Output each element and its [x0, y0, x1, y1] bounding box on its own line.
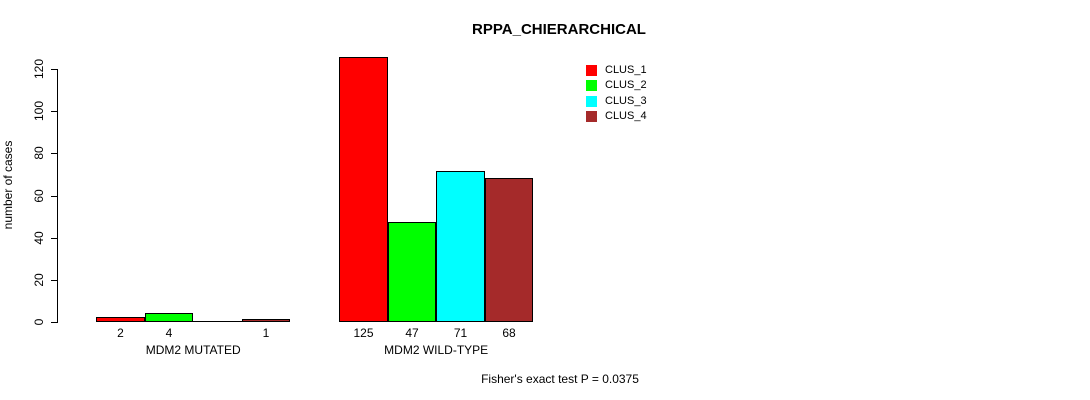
legend-label: CLUS_2 [605, 79, 647, 91]
y-tick-label: 120 [32, 58, 46, 80]
y-tick-mark [51, 153, 57, 154]
y-tick-mark [51, 196, 57, 197]
bar-value-label: 1 [262, 326, 270, 340]
bar-value-label: 4 [165, 326, 173, 340]
bar [96, 317, 145, 322]
y-axis-label: number of cases [1, 140, 15, 230]
legend-item: CLUS_1 [586, 64, 647, 76]
legend-item: CLUS_2 [586, 79, 647, 91]
y-tick-mark [51, 238, 57, 239]
footer-stat-text: Fisher's exact test P = 0.0375 [481, 372, 639, 386]
legend-swatch-clus_1 [586, 64, 597, 76]
bar-value-label: 125 [353, 326, 374, 340]
bar [388, 222, 436, 322]
bar [145, 313, 193, 322]
legend-item: CLUS_3 [586, 95, 647, 107]
y-tick-mark [51, 322, 57, 323]
bar-value-label: 71 [453, 326, 468, 340]
y-tick-label: 40 [32, 231, 46, 245]
y-tick-mark [51, 280, 57, 281]
bar [436, 171, 485, 322]
y-axis-line [57, 69, 58, 323]
bar [339, 57, 388, 322]
legend-item: CLUS_4 [586, 110, 647, 122]
y-tick-mark [51, 69, 57, 70]
legend-label: CLUS_3 [605, 95, 647, 107]
bar-value-label: 47 [405, 326, 419, 340]
y-tick-label: 0 [32, 318, 46, 326]
bar-value-label: 68 [502, 326, 516, 340]
y-tick-label: 80 [32, 146, 46, 160]
bar [242, 319, 290, 322]
group-label: MDM2 MUTATED [145, 343, 241, 357]
bar [485, 178, 533, 322]
y-tick-label: 20 [32, 273, 46, 287]
y-tick-label: 60 [32, 189, 46, 203]
y-tick-mark [51, 111, 57, 112]
bar [193, 321, 242, 322]
legend-swatch-clus_3 [586, 95, 597, 107]
legend-label: CLUS_1 [605, 64, 647, 76]
legend-label: CLUS_4 [605, 110, 647, 122]
group-label: MDM2 WILD-TYPE [384, 343, 489, 357]
chart-title: RPPA_CHIERARCHICAL [472, 21, 646, 38]
legend-swatch-clus_2 [586, 79, 597, 91]
y-tick-label: 100 [32, 100, 46, 122]
legend-swatch-clus_4 [586, 110, 597, 122]
bar-value-label: 2 [117, 326, 124, 340]
